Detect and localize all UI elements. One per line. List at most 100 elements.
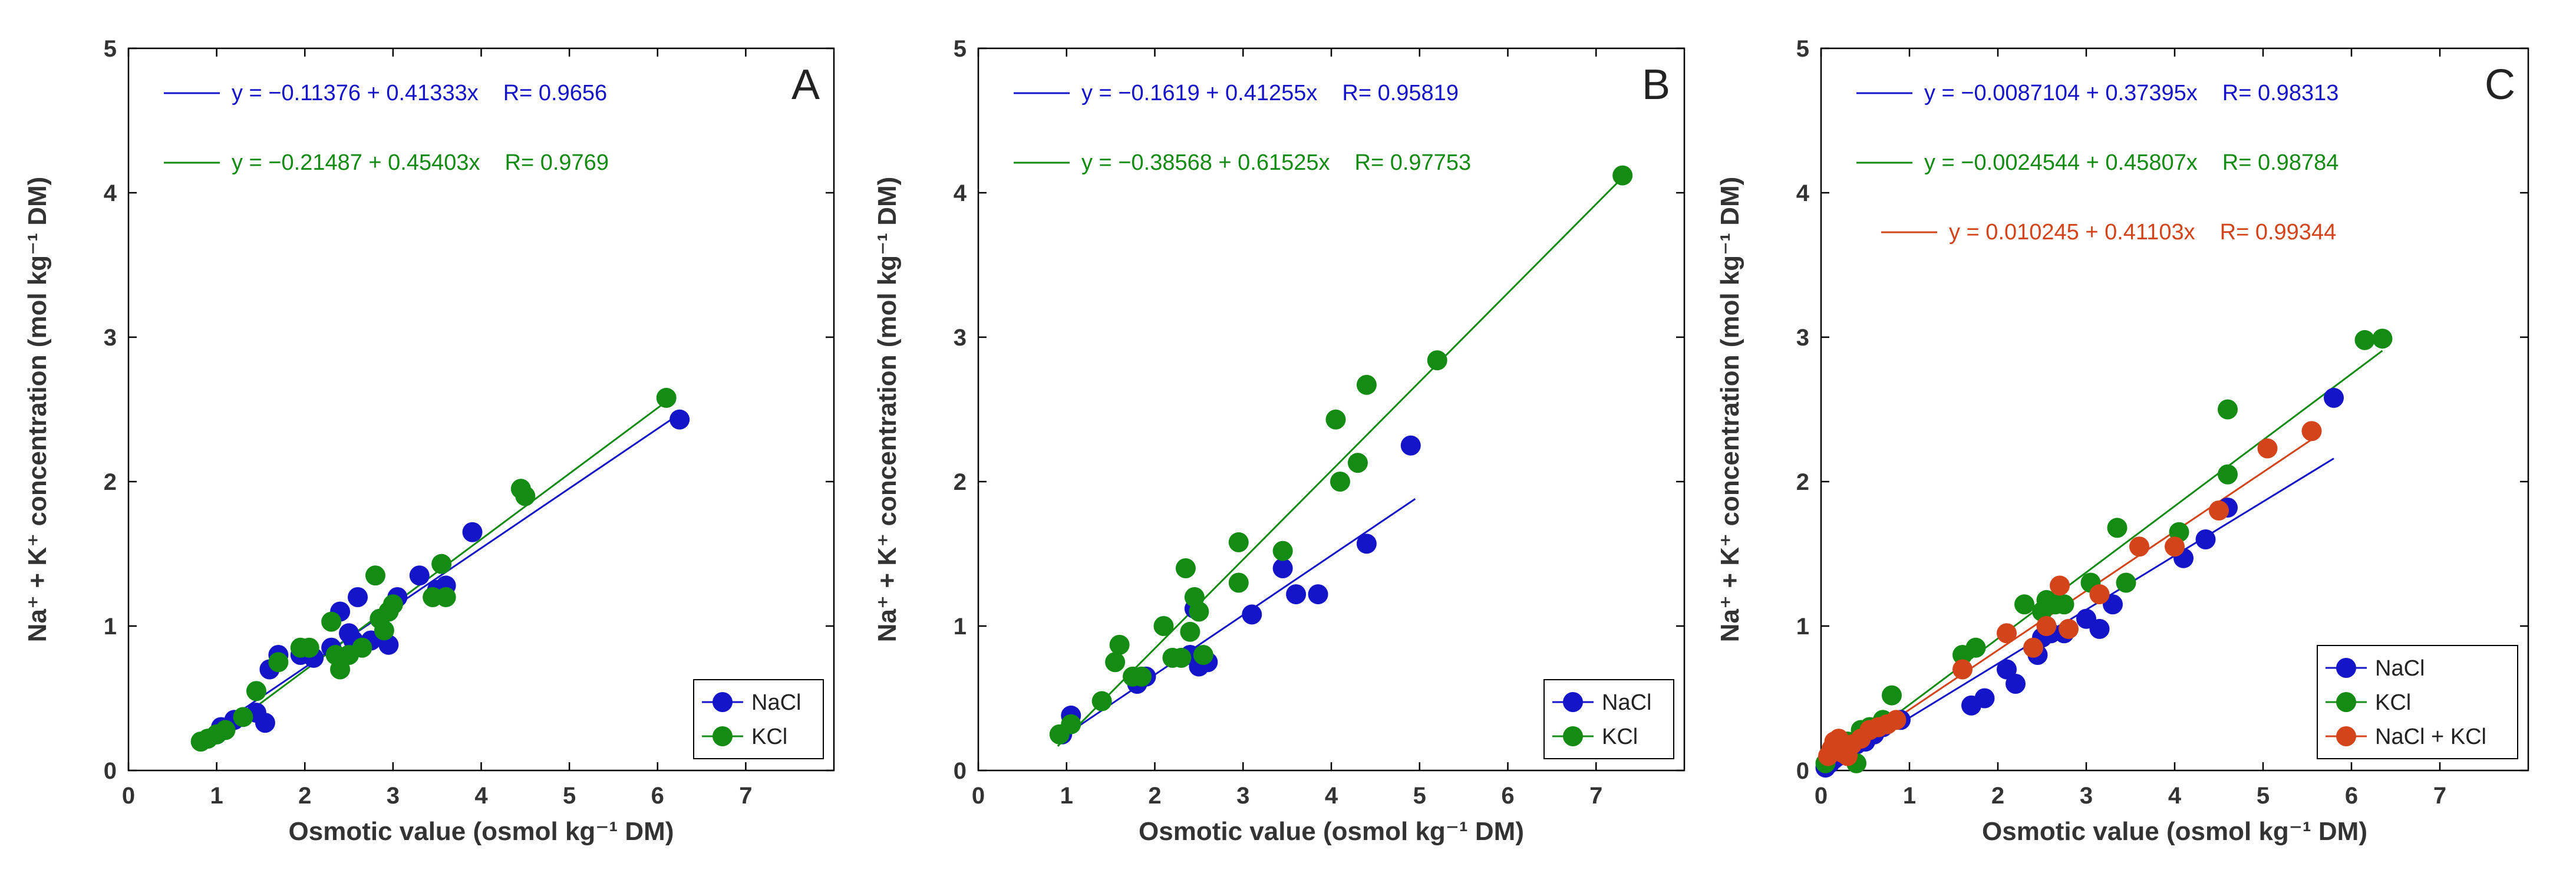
x-tick-label: 7 xyxy=(2433,783,2446,809)
legend-marker xyxy=(1563,726,1583,746)
y-tick-label: 0 xyxy=(954,758,967,784)
x-tick-label: 7 xyxy=(1589,783,1602,809)
correlation-r: R= 0.97753 xyxy=(1355,150,1472,175)
panel-b: 0 1 2 3 4 5 6 7 0 1 2 3 4 5 Osmotic value (osmol kg⁻¹ … xyxy=(873,36,1686,846)
y-tick-label: 4 xyxy=(954,180,967,206)
data-point-nacl-kcl xyxy=(2050,575,2070,596)
data-point-nacl xyxy=(1308,584,1328,605)
regression-equation: y = −0.21487 + 0.45403x xyxy=(232,150,480,175)
x-tick-label: 6 xyxy=(2345,783,2358,809)
data-point-kcl xyxy=(1965,637,1986,658)
data-point-kcl xyxy=(299,637,319,658)
data-point-nacl-kcl xyxy=(2165,536,2185,557)
data-point-nacl-kcl xyxy=(2301,421,2322,442)
y-tick-label: 2 xyxy=(954,469,967,495)
y-axis-label: Na⁺ + K⁺ concentration (mol kg⁻¹ DM) xyxy=(23,177,52,643)
data-point-kcl xyxy=(1347,453,1368,473)
y-tick-label: 1 xyxy=(954,614,967,640)
y-tick-label: 5 xyxy=(954,36,967,62)
data-point-kcl xyxy=(431,554,452,574)
x-tick-label: 5 xyxy=(2257,783,2270,809)
fit-line-kcl xyxy=(198,400,667,750)
data-point-nacl-kcl xyxy=(1952,659,1973,680)
data-point-nacl xyxy=(2195,529,2216,549)
x-tick-label: 0 xyxy=(122,783,135,809)
y-tick-label: 1 xyxy=(1796,614,1809,640)
fit-line-nacl xyxy=(203,413,680,737)
data-point-nacl-kcl xyxy=(2257,438,2278,459)
y-tick-label: 3 xyxy=(104,325,117,351)
x-tick-label: 4 xyxy=(2168,783,2182,809)
data-point-kcl xyxy=(233,707,253,727)
data-point-nacl xyxy=(1286,584,1307,605)
data-point-kcl xyxy=(382,594,403,615)
x-tick-label: 2 xyxy=(1991,783,2004,809)
y-tick-label: 3 xyxy=(1796,325,1809,351)
data-point-nacl-kcl xyxy=(1886,710,1907,730)
data-point-nacl-kcl xyxy=(2036,616,2057,636)
data-point-kcl xyxy=(1882,685,1902,706)
regression-equation: y = −0.0024544 + 0.45807x xyxy=(1924,150,2198,175)
data-point-nacl-kcl xyxy=(2059,618,2079,639)
correlation-r: R= 0.98313 xyxy=(2222,81,2339,106)
regression-equation: y = −0.0087104 + 0.37395x xyxy=(1924,81,2198,106)
data-point-nacl xyxy=(2006,674,2026,694)
data-point-kcl xyxy=(1061,714,1081,735)
data-point-kcl xyxy=(246,681,266,701)
data-point-kcl xyxy=(2107,518,2128,538)
data-point-kcl xyxy=(352,637,372,658)
data-point-kcl xyxy=(1272,541,1293,561)
x-axis-label: Osmotic value (osmol kg⁻¹ DM) xyxy=(1982,817,2367,846)
data-point-kcl xyxy=(1091,691,1112,712)
data-point-kcl xyxy=(1193,645,1213,665)
y-tick-label: 3 xyxy=(954,325,967,351)
data-point-nacl xyxy=(348,587,368,607)
correlation-r: R= 0.9769 xyxy=(505,150,609,175)
x-axis-label: Osmotic value (osmol kg⁻¹ DM) xyxy=(289,817,674,846)
y-tick-label: 0 xyxy=(1796,758,1809,784)
fit-line-kcl xyxy=(1820,350,2383,772)
regression-equation: y = −0.11376 + 0.41333x xyxy=(232,81,479,106)
x-tick-label: 7 xyxy=(739,783,752,809)
regression-equation: y = −0.1619 + 0.41255x xyxy=(1081,81,1317,106)
x-tick-label: 0 xyxy=(1815,783,1828,809)
data-point-kcl xyxy=(515,486,536,506)
x-tick-label: 1 xyxy=(1903,783,1916,809)
x-tick-label: 3 xyxy=(387,783,400,809)
x-tick-label: 6 xyxy=(1501,783,1514,809)
legend-marker xyxy=(2336,658,2356,678)
data-point-kcl xyxy=(268,652,289,673)
data-point-nacl-kcl xyxy=(2023,637,2043,658)
data-point-kcl xyxy=(1153,616,1174,636)
data-point-kcl xyxy=(1228,532,1249,552)
data-point-kcl xyxy=(1356,374,1377,395)
legend-marker xyxy=(1563,692,1583,712)
data-point-nacl xyxy=(1242,604,1262,625)
data-point-kcl xyxy=(1427,350,1447,371)
data-point-nacl xyxy=(2324,387,2344,408)
legend-label: KCl xyxy=(751,724,787,749)
data-point-kcl xyxy=(1105,652,1126,673)
regression-equation: y = 0.010245 + 0.41103x xyxy=(1949,220,2195,245)
data-point-nacl xyxy=(1974,688,1995,709)
data-point-kcl xyxy=(1180,621,1200,642)
data-point-nacl xyxy=(1400,435,1421,456)
correlation-r: R= 0.98784 xyxy=(2222,150,2339,175)
data-point-kcl xyxy=(1132,666,1152,687)
data-point-nacl xyxy=(1997,659,2017,680)
x-tick-label: 3 xyxy=(1236,783,1249,809)
x-tick-label: 6 xyxy=(651,783,664,809)
data-point-kcl xyxy=(374,620,394,641)
data-point-kcl xyxy=(2218,399,2238,420)
x-tick-label: 2 xyxy=(298,783,311,809)
data-point-kcl xyxy=(656,387,677,408)
panel-c: 0 1 2 3 4 5 6 7 0 1 2 3 4 5 Osmotic value (osmol kg⁻¹ … xyxy=(1716,36,2529,846)
x-tick-label: 0 xyxy=(972,783,985,809)
x-tick-label: 5 xyxy=(563,783,576,809)
data-point-kcl xyxy=(2014,594,2034,615)
legend-label: KCl xyxy=(2375,690,2411,715)
y-tick-label: 4 xyxy=(1796,180,1810,206)
legend-label: KCl xyxy=(1602,724,1638,749)
data-point-nacl xyxy=(255,713,275,733)
y-tick-label: 4 xyxy=(104,180,117,206)
